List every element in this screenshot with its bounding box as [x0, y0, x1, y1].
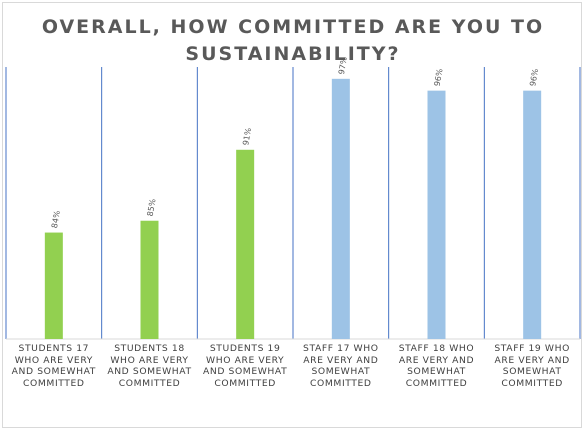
bar-3: [236, 149, 255, 339]
chart-frame: [2, 2, 582, 428]
x-tick-label-6-line-1: STAFF 19 WHO: [494, 343, 570, 354]
x-tick-label-4-line-2: ARE VERY AND: [303, 354, 379, 366]
x-tick-label-5: STAFF 18 WHO ARE VERY AND SOMEWHAT COMMITTE…: [391, 343, 483, 389]
x-tick-label-4: STAFF 17 WHO ARE VERY AND SOMEWHAT COMMITTE…: [295, 343, 387, 389]
data-label-1: 84%: [50, 209, 62, 228]
chart-title: OVERALL, HOW COMMITTED ARE YOU TO SUSTAI…: [0, 14, 586, 68]
x-tick-label-4-line-4: COMMITTED: [310, 377, 372, 389]
x-tick-label-5-line-1: STAFF 18 WHO: [398, 343, 475, 354]
chart-title-line-2: SUSTAINABILITY?: [185, 43, 401, 65]
data-label-3: 91%: [241, 127, 253, 146]
x-tick-label-2: STUDENTS 18 WHO ARE VERY AND SOMEWHAT COMMI…: [104, 343, 196, 389]
bar-4: [331, 78, 350, 340]
bar-5: [427, 90, 446, 339]
x-tick-label-2-line-1: STUDENTS 18: [114, 343, 185, 354]
x-tick-label-1-line-3: AND SOMEWHAT: [11, 366, 96, 377]
data-label-5: 96%: [433, 68, 445, 87]
data-label-2: 85%: [146, 198, 158, 217]
data-label-4: 97%: [337, 56, 349, 75]
x-tick-label-1-line-4: COMMITTED: [23, 377, 85, 389]
x-tick-label-3-line-4: COMMITTED: [214, 377, 276, 389]
x-tick-label-4-line-1: STAFF 17 WHO: [303, 343, 379, 354]
x-tick-label-6-line-4: COMMITTED: [501, 377, 563, 389]
x-tick-label-5-line-3: SOMEWHAT: [407, 366, 466, 377]
x-tick-label-3-line-3: AND SOMEWHAT: [202, 366, 288, 377]
x-tick-label-3-line-1: STUDENTS 19: [209, 343, 281, 354]
x-tick-label-4-line-3: SOMEWHAT: [311, 366, 371, 377]
x-tick-label-2-line-3: AND SOMEWHAT: [107, 366, 192, 377]
bar-6: [523, 90, 542, 339]
x-tick-label-6-line-2: ARE VERY AND: [494, 354, 570, 366]
x-tick-label-3: STUDENTS 19 WHO ARE VERY AND SOMEWHAT COMMI…: [199, 343, 291, 389]
x-tick-label-2-line-2: WHO ARE VERY: [110, 354, 189, 366]
chart-title-line-1: OVERALL, HOW COMMITTED ARE YOU TO: [41, 16, 545, 38]
x-tick-label-6-line-3: SOMEWHAT: [502, 366, 562, 377]
data-label-6: 96%: [528, 68, 540, 87]
bar-2: [140, 220, 159, 339]
x-tick-label-1-line-1: STUDENTS 17: [18, 343, 90, 354]
x-tick-label-5-line-2: ARE VERY AND: [398, 354, 475, 366]
x-tick-label-2-line-4: COMMITTED: [118, 377, 181, 389]
x-tick-label-5-line-4: COMMITTED: [405, 377, 468, 389]
x-tick-label-6: STAFF 19 WHO ARE VERY AND SOMEWHAT COMMITTE…: [486, 343, 578, 389]
x-tick-label-3-line-2: WHO ARE VERY: [206, 354, 285, 366]
bar-1: [44, 232, 63, 339]
x-tick-label-1: STUDENTS 17 WHO ARE VERY AND SOMEWHAT COMMI…: [8, 343, 100, 389]
x-tick-label-1-line-2: WHO ARE VERY: [14, 354, 93, 366]
